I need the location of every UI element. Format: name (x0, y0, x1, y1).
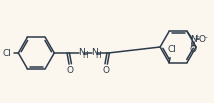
Text: N: N (91, 47, 98, 57)
Text: N: N (190, 35, 196, 44)
Text: H: H (82, 51, 88, 60)
Text: O: O (103, 66, 110, 75)
Text: H: H (95, 51, 101, 60)
Text: O: O (67, 66, 74, 75)
Text: -: - (204, 34, 207, 40)
Text: O: O (190, 45, 196, 54)
Text: N: N (78, 47, 85, 57)
Text: Cl: Cl (2, 49, 11, 57)
Text: +: + (194, 34, 199, 39)
Text: O: O (199, 35, 205, 44)
Text: Cl: Cl (168, 45, 177, 54)
